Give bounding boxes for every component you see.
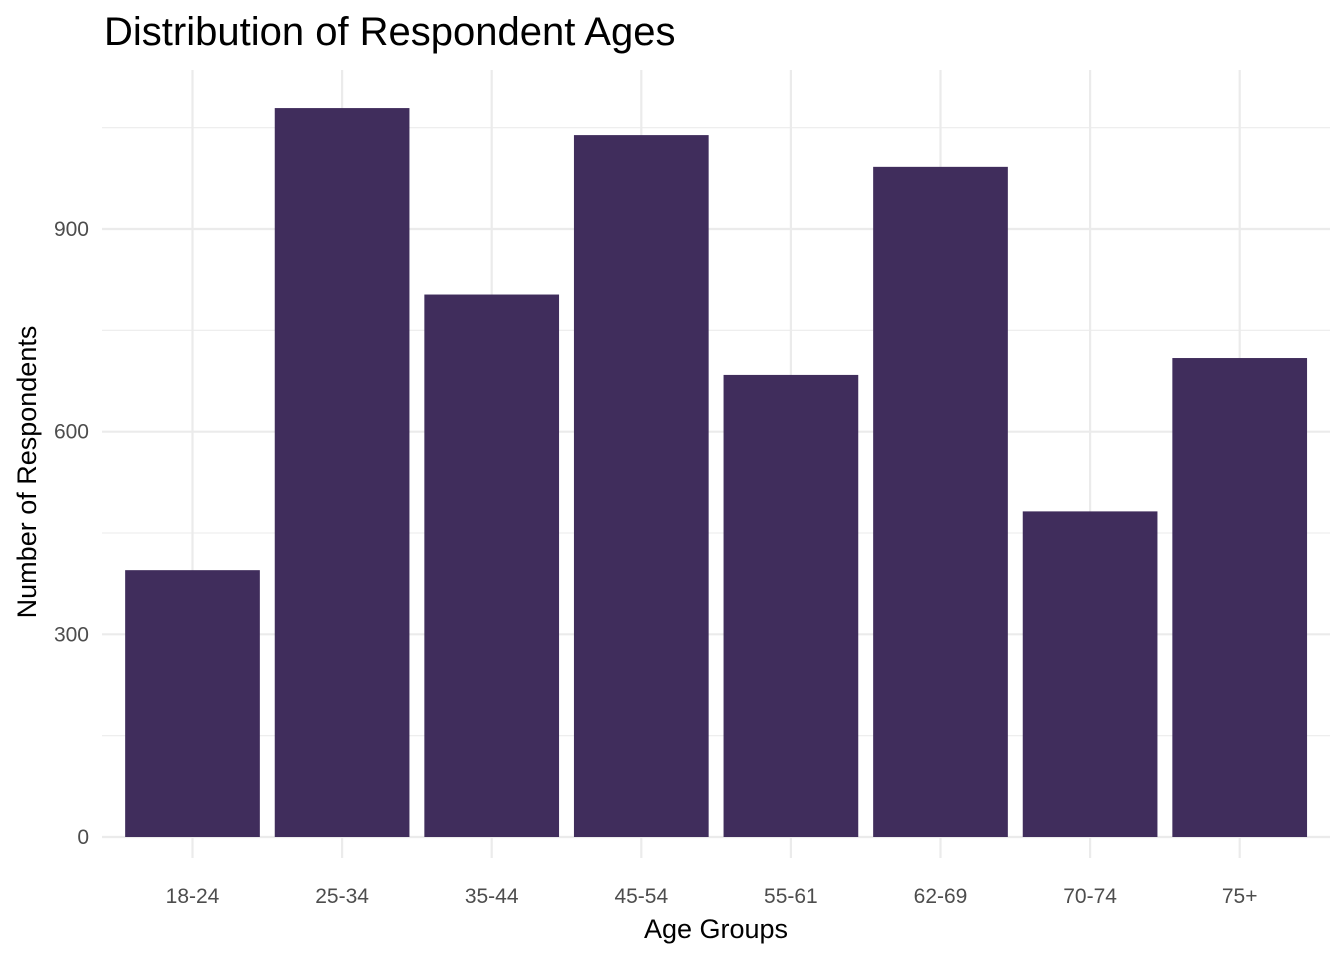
bar-70-74 (1022, 511, 1158, 837)
x-tick-label: 70-74 (1063, 885, 1117, 908)
x-tick-labels: 18-24 25-34 35-44 45-54 55-61 62-69 70-74 75+ (166, 885, 1258, 908)
bar-55-61 (723, 374, 859, 837)
bar-35-44 (424, 294, 560, 837)
y-axis-title: Number of Respondents (12, 326, 42, 619)
x-tick-label: 35-44 (465, 885, 519, 908)
y-tick-label: 600 (54, 421, 89, 444)
x-tick-label: 55-61 (764, 885, 818, 908)
x-tick-label: 62-69 (914, 885, 968, 908)
chart-title: Distribution of Respondent Ages (104, 10, 675, 54)
x-axis-title: Age Groups (644, 914, 788, 944)
bar-75+ (1172, 358, 1308, 837)
bar-62-69 (873, 166, 1008, 838)
x-tick-label: 45-54 (614, 885, 668, 908)
y-tick-label: 0 (77, 826, 89, 849)
x-tick-label: 75+ (1222, 885, 1258, 908)
y-tick-label: 300 (54, 623, 89, 646)
bars (125, 108, 1308, 838)
bar-45-54 (573, 135, 709, 837)
y-tick-labels: 0 300 600 900 (54, 218, 89, 849)
bar-18-24 (125, 570, 260, 837)
x-tick-label: 18-24 (166, 885, 220, 908)
y-tick-label: 900 (54, 218, 89, 241)
bar-25-34 (274, 108, 410, 837)
x-tick-label: 25-34 (315, 885, 369, 908)
